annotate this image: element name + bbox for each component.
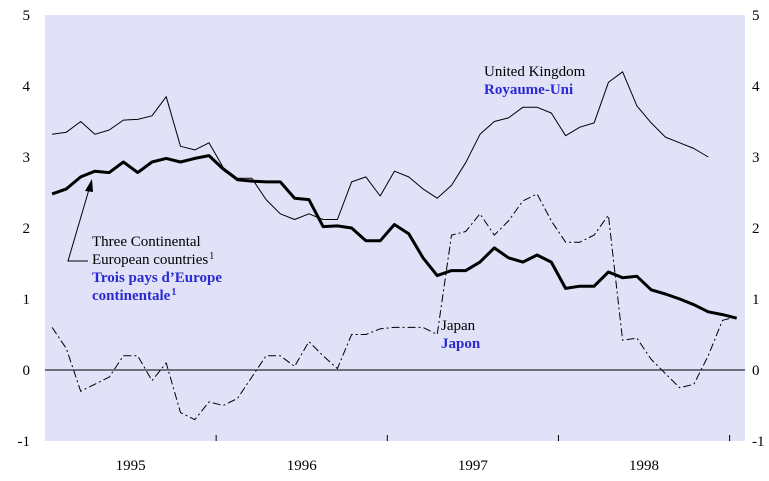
y2-tick-label: 3 bbox=[752, 150, 760, 166]
x-tick-label: 1998 bbox=[629, 458, 659, 474]
y2-tick-label: 0 bbox=[752, 363, 760, 379]
y2-tick-label: 1 bbox=[752, 292, 760, 308]
y-tick-label: 1 bbox=[23, 292, 31, 308]
series-label: Japan bbox=[441, 318, 476, 334]
series-line bbox=[52, 71, 709, 220]
y2-tick-label: 4 bbox=[752, 79, 760, 95]
y-tick-label: 3 bbox=[23, 150, 31, 166]
x-tick-label: 1995 bbox=[116, 458, 146, 474]
series-label: European countries bbox=[92, 252, 208, 268]
y-tick-label: 4 bbox=[23, 79, 31, 95]
x-tick-label: 1997 bbox=[458, 458, 489, 474]
y-tick-label: 5 bbox=[23, 8, 31, 24]
series-label-fr: Trois pays d’Europe bbox=[92, 270, 222, 286]
y2-tick-label: -1 bbox=[752, 434, 765, 450]
y2-tick-label: 5 bbox=[752, 8, 760, 24]
y-tick-label: 0 bbox=[23, 363, 31, 379]
y-tick-label: 2 bbox=[23, 221, 31, 237]
series-label-fr: Royaume-Uni bbox=[484, 82, 573, 98]
series-line bbox=[51, 193, 737, 421]
series-label: Three Continental bbox=[92, 234, 201, 250]
note-mark-fr: 1 bbox=[171, 287, 176, 298]
series-label: United Kingdom bbox=[484, 64, 586, 80]
arrow-line bbox=[67, 185, 91, 262]
series-label-fr: continentale bbox=[92, 288, 171, 304]
arrow-head bbox=[85, 179, 93, 192]
x-tick-label: 1996 bbox=[287, 458, 318, 474]
y-tick-label: -1 bbox=[18, 434, 31, 450]
series-line bbox=[51, 154, 738, 320]
series-label-fr: Japon bbox=[441, 336, 481, 352]
y2-tick-label: 2 bbox=[752, 221, 760, 237]
note-mark: 1 bbox=[209, 251, 214, 262]
